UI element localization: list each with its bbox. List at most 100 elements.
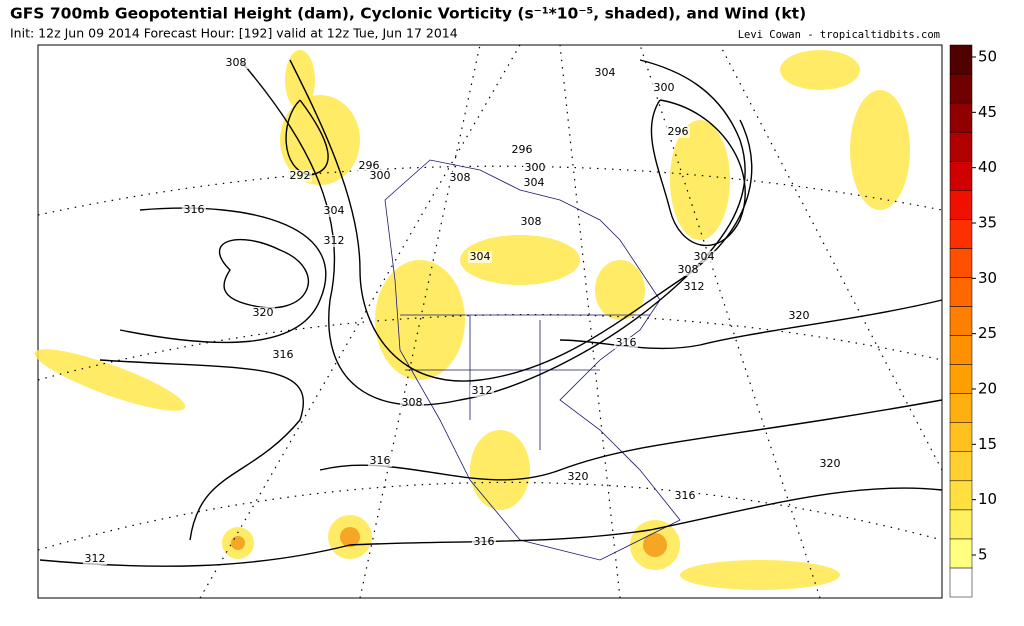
label-bg <box>288 170 312 182</box>
colorbar-swatch <box>949 160 973 191</box>
contour-label: 308 <box>226 56 247 69</box>
contour-label: 304 <box>595 66 616 79</box>
colorbar-swatch <box>949 102 973 133</box>
label-bg <box>673 490 697 502</box>
label-bg <box>448 172 472 184</box>
colorbar-swatch <box>949 131 973 162</box>
contour-label: 296 <box>668 125 689 138</box>
label-bg <box>357 160 381 172</box>
label-bg <box>666 126 690 138</box>
label-bg <box>692 251 716 263</box>
colorbar-swatch <box>949 219 973 249</box>
label-bg <box>522 177 546 189</box>
colorbar-swatch <box>949 393 973 423</box>
contour-label: 296 <box>512 143 533 156</box>
contour-label: 312 <box>684 280 705 293</box>
label-bg <box>271 349 295 361</box>
colorbar-swatch <box>949 364 973 394</box>
colorbar-label: 45 <box>978 103 997 121</box>
contour-label: 316 <box>474 535 495 548</box>
contour-label: 308 <box>450 171 471 184</box>
label-bg <box>322 205 346 217</box>
label-bg <box>224 57 248 69</box>
label-bg <box>322 235 346 247</box>
contour-label: 292 <box>290 169 311 182</box>
contour-label: 300 <box>370 169 391 182</box>
label-bg <box>614 337 638 349</box>
contour-label: 308 <box>521 215 542 228</box>
colorbar-swatch <box>949 44 973 75</box>
contour-label: 312 <box>472 384 493 397</box>
colorbar-swatch <box>949 335 973 365</box>
colorbar-swatch <box>949 422 973 452</box>
label-bg <box>368 170 392 182</box>
label-bg <box>818 458 842 470</box>
contour-label: 320 <box>253 306 274 319</box>
vorticity-shading <box>34 50 910 590</box>
contour-label: 304 <box>470 250 491 263</box>
colorbar-swatch <box>949 190 973 220</box>
contour-label: 316 <box>370 454 391 467</box>
colorbar-swatch <box>949 509 973 540</box>
label-bg <box>472 536 496 548</box>
label-bg <box>676 264 700 276</box>
label-bg <box>182 204 206 216</box>
label-bg <box>83 553 107 565</box>
colorbar-swatch <box>949 480 973 511</box>
label-bg <box>523 162 547 174</box>
colorbar-swatch <box>949 538 973 569</box>
colorbar-label: 40 <box>978 158 997 176</box>
contour-label: 308 <box>678 263 699 276</box>
label-bg <box>470 385 494 397</box>
label-bg <box>368 455 392 467</box>
colorbar-label: 20 <box>978 380 997 398</box>
label-bg <box>682 281 706 293</box>
coastlines <box>384 159 681 561</box>
contour-label: 304 <box>324 204 345 217</box>
label-bg <box>400 397 424 409</box>
contour-label: 304 <box>694 250 715 263</box>
contour-label: 300 <box>654 81 675 94</box>
colorbar-label: 25 <box>978 324 997 342</box>
title: GFS 700mb Geopotential Height (dam), Cyc… <box>10 5 806 23</box>
colorbar: 5 10 15 20 25 30 35 40 45 50 <box>949 44 997 598</box>
label-bg <box>566 471 590 483</box>
colorbar-label: 5 <box>978 546 988 564</box>
colorbar-swatch <box>949 73 973 104</box>
label-bg <box>593 67 617 79</box>
contour-label: 312 <box>324 234 345 247</box>
colorbar-label: 50 <box>978 48 997 66</box>
label-bg <box>519 216 543 228</box>
colorbar-label: 15 <box>978 435 997 453</box>
label-bg <box>652 82 676 94</box>
contour-label: 320 <box>820 457 841 470</box>
colorbar-label: 30 <box>978 269 997 287</box>
contour-label: 296 <box>359 159 380 172</box>
contour-label: 300 <box>525 161 546 174</box>
credit: Levi Cowan - tropicaltidbits.com <box>738 29 940 41</box>
colorbar-label: 10 <box>978 490 997 508</box>
contour-label: 320 <box>789 309 810 322</box>
contour-label: 312 <box>85 552 106 565</box>
label-bg <box>510 144 534 156</box>
colorbar-label: 35 <box>978 214 997 232</box>
contour-label: 304 <box>524 176 545 189</box>
label-bg <box>468 251 492 263</box>
label-bg <box>787 310 811 322</box>
contour-label: 316 <box>675 489 696 502</box>
colorbar-swatch <box>949 277 973 307</box>
subtitle: Init: 12z Jun 09 2014 Forecast Hour: [19… <box>10 26 458 41</box>
colorbar-swatch <box>949 248 973 278</box>
label-bg <box>251 307 275 319</box>
contour-label: 308 <box>402 396 423 409</box>
colorbar-swatch <box>949 567 973 598</box>
contour-label: 316 <box>184 203 205 216</box>
colorbar-swatch <box>949 306 973 336</box>
colorbar-swatch <box>949 451 973 482</box>
contour-label: 320 <box>568 470 589 483</box>
contour-label: 316 <box>273 348 294 361</box>
contour-label: 316 <box>616 336 637 349</box>
